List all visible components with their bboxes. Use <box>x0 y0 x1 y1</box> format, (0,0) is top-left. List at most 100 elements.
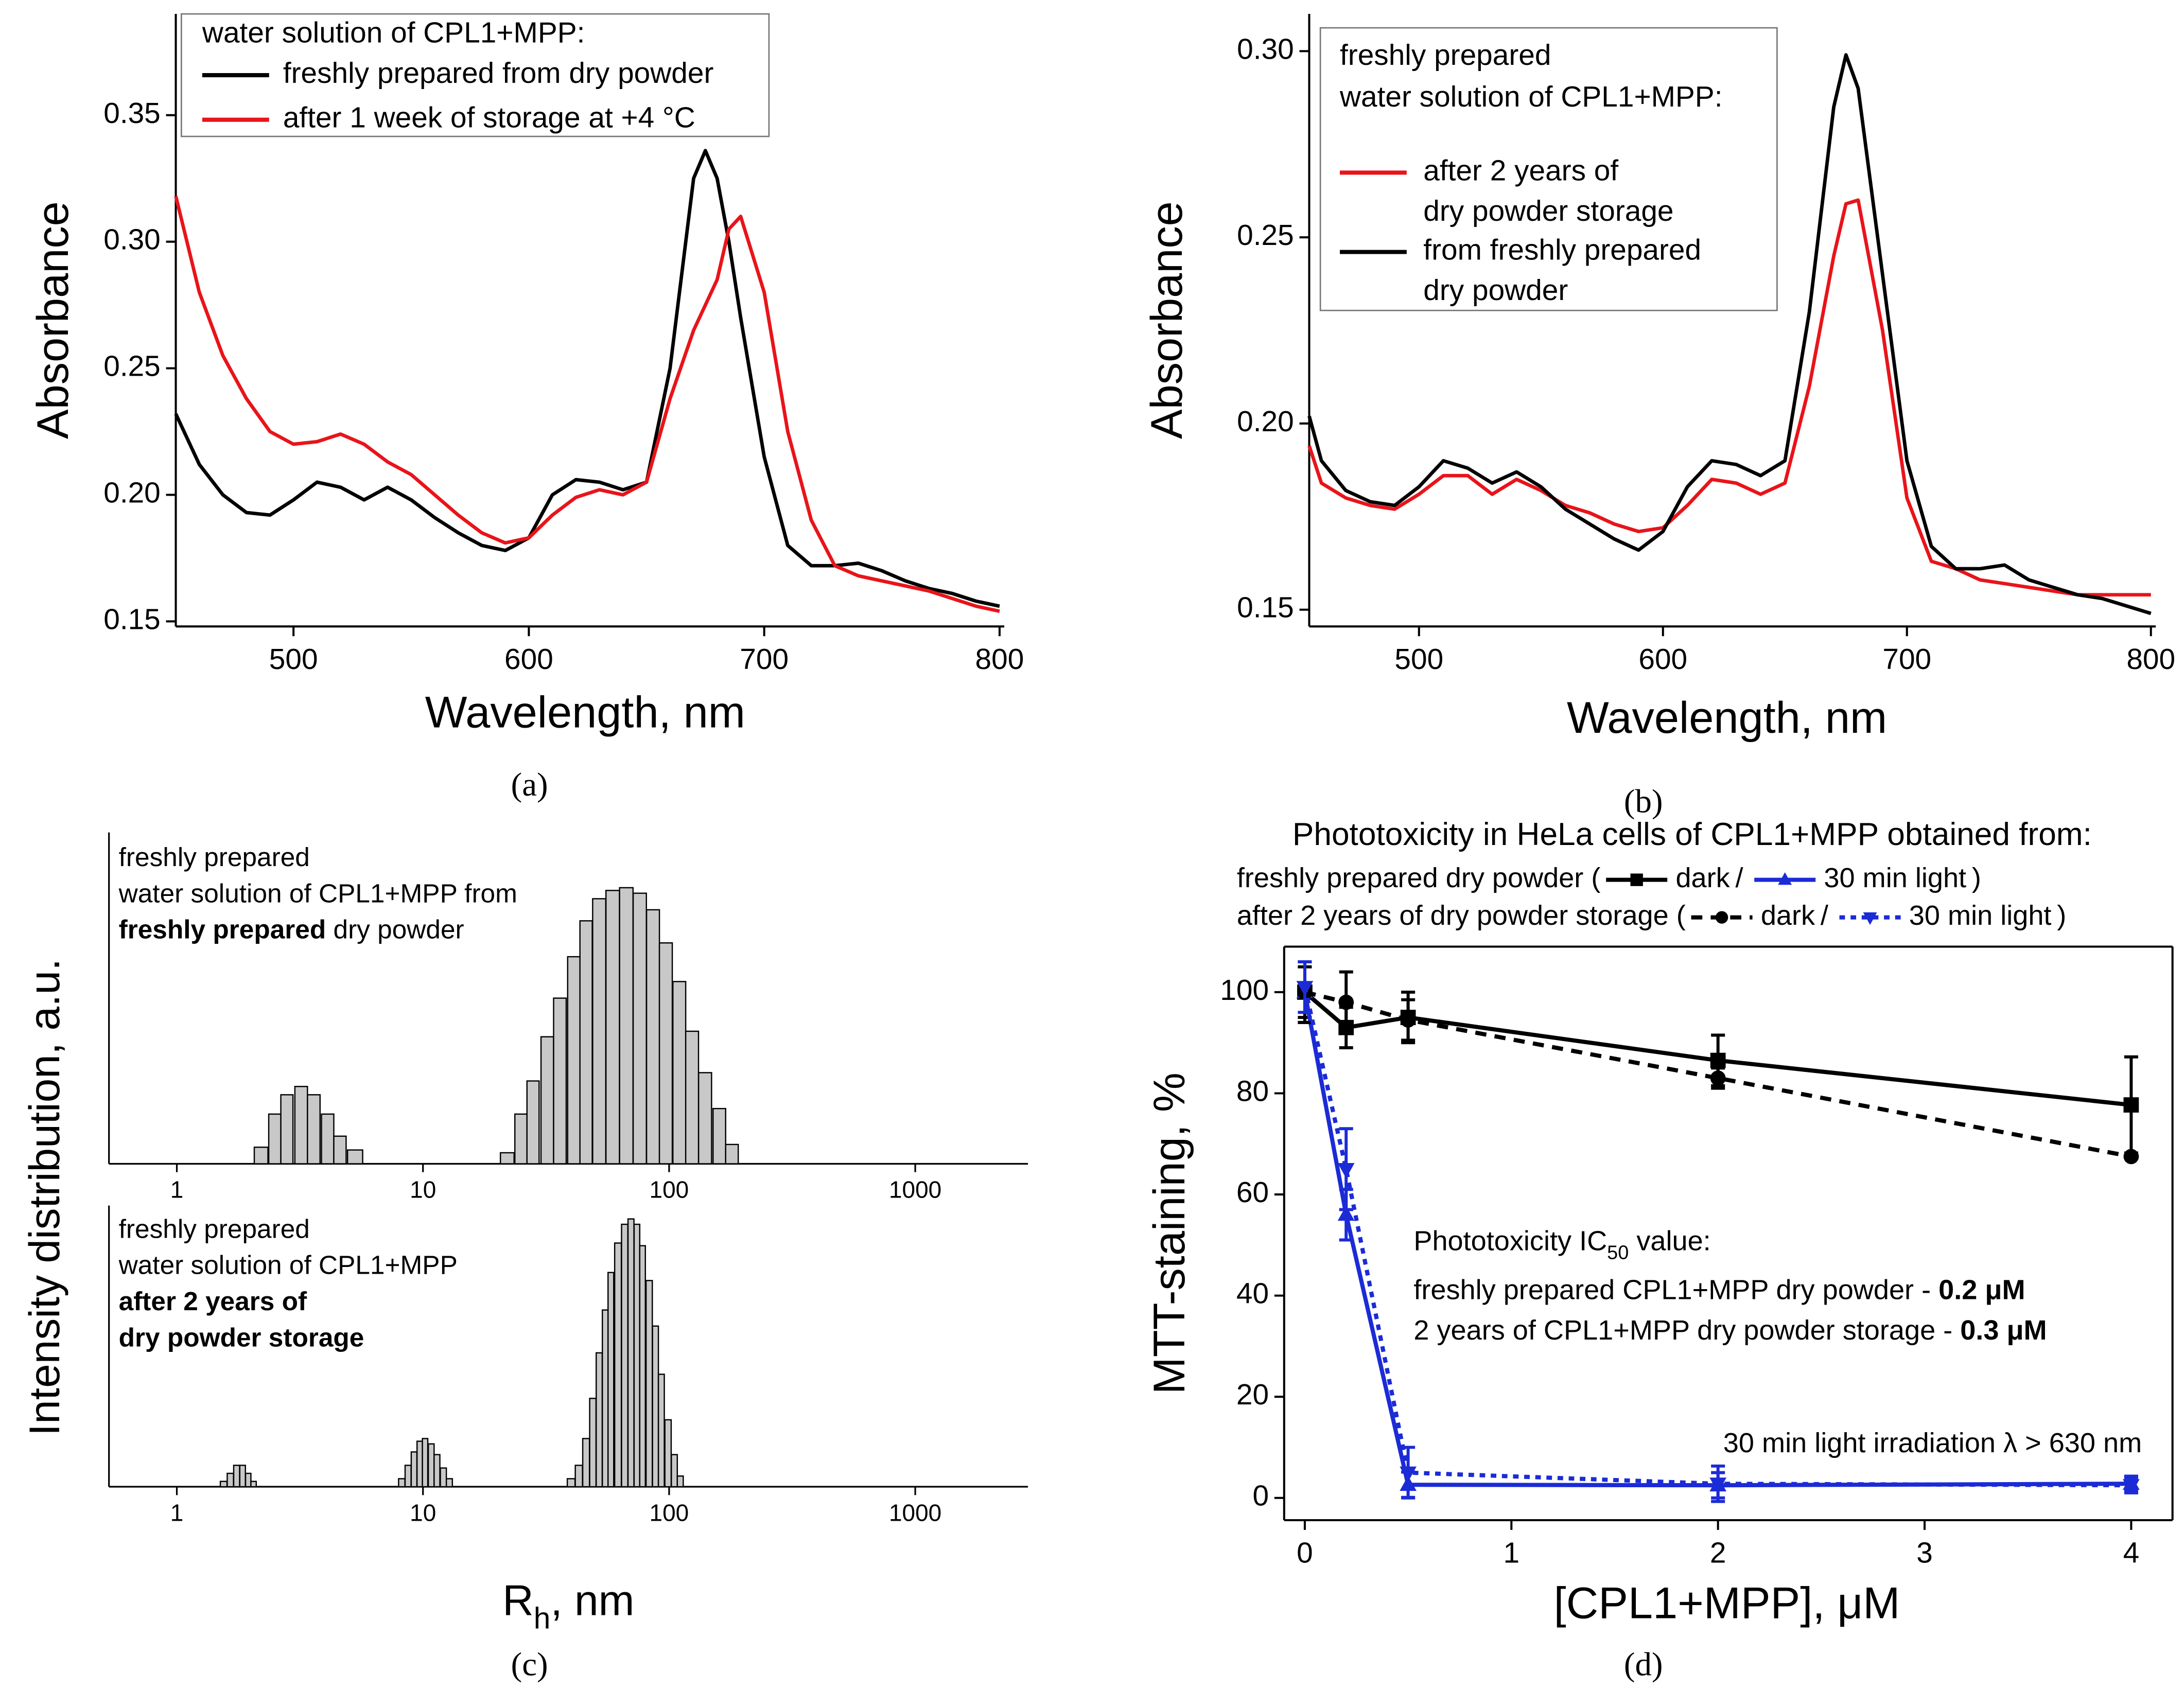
x-tick-label: 10 <box>410 1176 436 1203</box>
text-part: , nm <box>550 1576 634 1624</box>
x-axis-label: [CPL1+MPP], μM <box>1554 1579 1900 1628</box>
legend-group-label: freshly prepared dry powder ( <box>1237 862 1601 893</box>
y-axis-label: Intensity distribution, a.u. <box>20 959 68 1436</box>
annotation: 2 years of CPL1+MPP dry powder storage -… <box>1413 1315 2047 1346</box>
bar <box>652 1325 659 1488</box>
bar <box>233 1465 240 1488</box>
marker <box>1710 1052 1726 1068</box>
bar <box>268 1113 282 1165</box>
marker <box>1337 1163 1355 1178</box>
bar <box>657 1374 665 1488</box>
bar <box>404 1465 412 1488</box>
y-tick-label: 100 <box>1220 974 1269 1007</box>
annotation: freshly prepared CPL1+MPP dry powder - 0… <box>1413 1275 2025 1306</box>
marker <box>1630 873 1643 886</box>
bar <box>244 1472 252 1488</box>
y-tick-label: 60 <box>1236 1176 1269 1209</box>
bar <box>433 1454 441 1488</box>
bar <box>398 1478 406 1488</box>
panel-text: after 2 years of <box>119 1286 307 1316</box>
y-tick-label: 0.15 <box>103 603 161 636</box>
series-line <box>1307 198 2151 597</box>
y-tick-label: 0.20 <box>103 477 161 509</box>
bar <box>639 1245 647 1488</box>
bar <box>632 892 647 1165</box>
x-tick-label: 1 <box>170 1176 184 1203</box>
marker <box>1400 1466 1417 1482</box>
bar <box>553 997 567 1165</box>
bar <box>321 1113 335 1165</box>
text-part: water solution of CPL1+MPP from <box>118 878 517 908</box>
legend-label: 30 min light <box>1909 900 2052 931</box>
x-tick-label: 4 <box>2123 1537 2140 1570</box>
bar <box>627 1218 635 1488</box>
chart-title: Phototoxicity in HeLa cells of CPL1+MPP … <box>1292 817 2092 852</box>
marker <box>1778 872 1792 885</box>
bar <box>346 1149 363 1165</box>
text-part: dry powder <box>326 914 464 944</box>
bar <box>602 1309 609 1488</box>
text-part: Phototoxicity IC <box>1413 1226 1607 1257</box>
panel-label: (b) <box>1624 783 1663 820</box>
legend-title: water solution of CPL1+MPP: <box>202 17 585 49</box>
marker <box>1715 911 1728 924</box>
legend-separator: ) <box>1972 862 1981 893</box>
x-tick-label: 1000 <box>889 1176 941 1203</box>
bar <box>676 1475 684 1488</box>
legend-label: after 1 week of storage at +4 °C <box>283 102 695 134</box>
bar <box>712 1107 726 1165</box>
y-tick-label: 0.25 <box>103 350 161 383</box>
x-axis-label: Wavelength, nm <box>1567 693 1887 743</box>
text-part: freshly prepared <box>119 842 310 872</box>
x-tick-label: 3 <box>1916 1537 1933 1570</box>
panel-text: water solution of CPL1+MPP from <box>118 878 517 908</box>
panel-text: freshly prepared <box>119 842 310 872</box>
bar <box>219 1481 228 1488</box>
x-axis-label: Rh, nm <box>502 1576 634 1635</box>
y-tick-label: 0 <box>1252 1480 1269 1512</box>
bar <box>307 1094 321 1165</box>
bar <box>596 1352 603 1488</box>
legend-label: dark <box>1675 862 1730 893</box>
x-tick-label: 100 <box>650 1499 689 1526</box>
bar <box>253 1147 269 1165</box>
marker <box>1338 994 1354 1010</box>
bar <box>645 909 660 1165</box>
legend-box <box>181 13 770 137</box>
y-axis-label: MTT-staining, % <box>1145 1072 1194 1394</box>
series-line <box>1307 53 2152 615</box>
x-tick-label: 800 <box>975 643 1024 676</box>
bar <box>567 956 581 1165</box>
y-tick-label: 0.20 <box>1237 406 1294 438</box>
legend-label: dry powder storage <box>1423 195 1673 227</box>
panel-label: (c) <box>511 1646 548 1683</box>
text-part: freshly prepared <box>119 914 326 944</box>
legend-label: dark <box>1761 900 1815 931</box>
bar <box>422 1438 429 1488</box>
panel-label: (d) <box>1624 1646 1663 1683</box>
marker <box>1709 1477 1727 1493</box>
text-part: 2 years of CPL1+MPP dry powder storage - <box>1413 1315 1960 1346</box>
bar <box>605 890 620 1165</box>
text-part: value: <box>1629 1226 1710 1257</box>
bar <box>294 1086 308 1165</box>
text-part: R <box>502 1576 534 1624</box>
bar <box>226 1472 234 1488</box>
marker <box>1863 912 1877 925</box>
y-tick-label: 0.30 <box>103 224 161 256</box>
marker <box>1400 1012 1416 1028</box>
legend-label: from freshly prepared <box>1423 234 1701 267</box>
marker <box>1296 981 1314 996</box>
bar <box>619 887 634 1165</box>
bar <box>592 898 607 1165</box>
series-line <box>1302 987 2131 1488</box>
bar <box>239 1465 246 1488</box>
bar <box>280 1094 294 1165</box>
panel-text: freshly prepared dry powder <box>119 914 464 944</box>
bar <box>658 942 673 1165</box>
y-axis-label: Absorbance <box>1142 201 1192 439</box>
legend-label: freshly prepared from dry powder <box>283 57 714 90</box>
legend-separator: ) <box>2057 900 2066 931</box>
y-axis-label: Absorbance <box>28 201 78 439</box>
